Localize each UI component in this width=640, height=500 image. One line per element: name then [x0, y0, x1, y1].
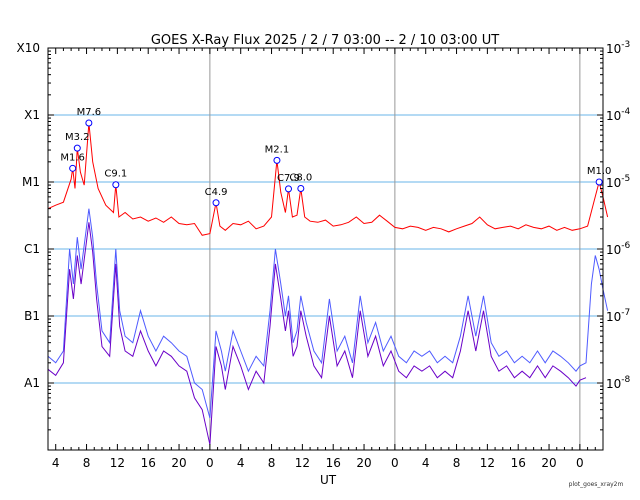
- x-tick-label: 4: [422, 456, 430, 470]
- day-boundary-lines: [209, 48, 581, 450]
- power-label-exponent: -4: [621, 107, 630, 117]
- flare-label: M2.1: [265, 144, 290, 155]
- flare-marker: [595, 178, 603, 186]
- power-label-base: 10: [606, 42, 621, 56]
- x-axis-label: UT: [320, 473, 337, 487]
- flare-label: M1.0: [587, 166, 612, 177]
- series-line-1: [47, 122, 609, 236]
- x-tick-label: 20: [356, 456, 371, 470]
- flare-marker: [85, 119, 93, 127]
- flare-marker: [212, 199, 220, 207]
- x-tick-label: 12: [295, 456, 310, 470]
- power-label-exponent: -7: [621, 308, 630, 318]
- flare-label: M7.6: [77, 107, 102, 118]
- x-tick-label: 20: [541, 456, 556, 470]
- power-label-base: 10: [606, 377, 621, 391]
- x-tick-label: 16: [511, 456, 526, 470]
- footer-credit: plot_goes_xray2m: [569, 481, 624, 488]
- x-axis-ticks: 4 8 12 16 20 0 4 8 12 16 20 0 4 8 12 16 20 0: [47, 48, 604, 470]
- x-tick-label: 8: [268, 456, 276, 470]
- power-label: 10-4: [606, 107, 631, 123]
- chart-title: GOES X-Ray Flux 2025 / 2 / 7 03:00 -- 2 …: [151, 33, 499, 48]
- y-axis-class-labels: X10 X1 M1 C1 B1 A1: [17, 41, 603, 431]
- flare-label: M1.6: [60, 152, 85, 163]
- y-axis-power-labels: 10-310-410-510-610-710-8: [597, 40, 631, 391]
- flare-label: C8.0: [289, 172, 312, 183]
- x-tick-label: 0: [206, 456, 214, 470]
- power-label: 10-7: [606, 308, 630, 324]
- class-label: X10: [17, 41, 41, 55]
- x-tick-label: 16: [141, 456, 156, 470]
- class-label: M1: [22, 175, 40, 189]
- class-label: B1: [24, 309, 40, 323]
- class-label: C1: [24, 242, 40, 256]
- flare-label: C9.1: [104, 169, 127, 180]
- class-label: A1: [24, 376, 40, 390]
- x-tick-label: 12: [480, 456, 495, 470]
- flare-marker: [297, 184, 305, 192]
- x-tick-label: 4: [237, 456, 245, 470]
- power-label: 10-6: [606, 241, 631, 257]
- x-tick-label: 4: [52, 456, 60, 470]
- x-tick-label: 0: [391, 456, 399, 470]
- power-label-base: 10: [606, 176, 621, 190]
- power-label-exponent: -8: [621, 375, 630, 385]
- series-line-3: [47, 222, 587, 445]
- x-tick-label: 12: [110, 456, 125, 470]
- x-tick-label: 0: [576, 456, 584, 470]
- flare-marker: [112, 181, 120, 189]
- series-line-2: [47, 208, 609, 419]
- flare-marker: [273, 156, 281, 164]
- class-label: X1: [24, 108, 40, 122]
- power-label-exponent: -6: [621, 241, 630, 251]
- power-label: 10-8: [606, 375, 631, 391]
- power-label-exponent: -5: [621, 174, 630, 184]
- flare-label: C7.9: [277, 173, 300, 184]
- x-tick-label: 8: [83, 456, 91, 470]
- flare-annotations: M1.6 M3.2 M7.6 C9.1 C4.9 M2.1 C7.9C8.0 M1.0: [60, 107, 612, 207]
- power-label-base: 10: [606, 310, 621, 324]
- flare-marker: [73, 144, 81, 152]
- gridlines: [48, 114, 603, 384]
- flare-marker: [69, 164, 77, 172]
- power-label-base: 10: [606, 109, 621, 123]
- x-tick-label: 16: [326, 456, 341, 470]
- power-label-base: 10: [606, 243, 621, 257]
- series-group: [47, 122, 609, 445]
- flare-marker: [285, 185, 292, 193]
- flare-label: C4.9: [205, 187, 228, 198]
- power-label-exponent: -3: [621, 40, 630, 50]
- x-tick-label: 8: [453, 456, 461, 470]
- x-tick-label: 20: [171, 456, 186, 470]
- power-label: 10-3: [606, 40, 630, 56]
- power-label: 10-5: [606, 174, 630, 190]
- flare-label: M3.2: [65, 132, 90, 143]
